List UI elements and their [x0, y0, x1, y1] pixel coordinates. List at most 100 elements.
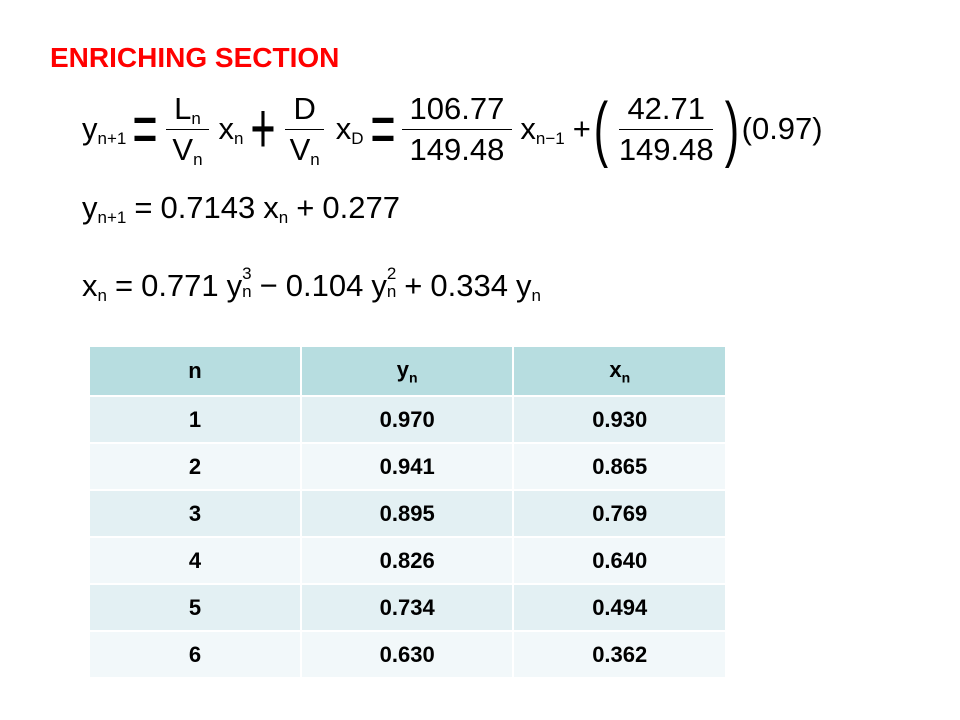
math-token: +: [250, 88, 275, 170]
table-cell: 0.865: [512, 442, 727, 491]
math-base: −: [259, 268, 278, 303]
subscript: n: [242, 282, 252, 301]
header-subscript: n: [621, 369, 631, 386]
subscript: n: [386, 282, 397, 301]
subscript: n: [310, 149, 320, 169]
table-row: 6 0.630 0.362: [88, 630, 727, 679]
table-body: 1 0.970 0.930 2 0.941 0.865 3 0.895 0.769 4 0.826 0…: [88, 395, 727, 679]
math-base: (: [593, 89, 609, 169]
table-cell: 0.895: [299, 489, 515, 538]
math-token: y n+1: [82, 190, 127, 227]
table-row: 3 0.895 0.769: [88, 489, 727, 538]
math-base: x: [263, 190, 279, 225]
math-base: 149.48: [618, 131, 714, 167]
fraction: 106.77 149.48: [401, 90, 513, 168]
math-base: 0.771: [141, 268, 219, 303]
math-base: x: [520, 111, 536, 146]
equation: x n = 0.771 y 3 n −0.104 y 2 n +0.334 y n: [78, 265, 545, 306]
math-token: −: [260, 268, 278, 304]
table-cell: 0.494: [512, 583, 727, 632]
table-cell: 5: [88, 583, 302, 632]
math-token: 0.334: [430, 268, 508, 304]
math-token: 0.277: [322, 190, 400, 226]
denominator: 149.48: [402, 130, 513, 168]
math-base: L: [174, 90, 192, 126]
header-row: n yn xn: [88, 345, 727, 397]
math-base: x: [218, 111, 235, 146]
results-table: n yn xn 1 0.970 0.930 2 0.941 0.865 3 0.895 0.769 4…: [88, 345, 727, 679]
math-base: D: [293, 90, 316, 126]
table-cell: 0.362: [512, 630, 727, 679]
header-cell: xn: [512, 345, 727, 397]
math-token: 149.48: [619, 132, 714, 168]
math-base: 0.7143: [160, 190, 256, 225]
math-token: =: [133, 88, 158, 170]
table-cell: 2: [88, 442, 302, 491]
math-base: 0.104: [285, 268, 364, 303]
math-base: 0.334: [430, 268, 508, 303]
header-cell: n: [88, 345, 302, 397]
numerator: 42.71: [619, 91, 714, 130]
table-row: 1 0.970 0.930: [88, 395, 727, 444]
table-row: 5 0.734 0.494: [88, 583, 727, 632]
math-token: +: [573, 111, 591, 147]
math-token: +: [296, 190, 314, 226]
table-row: 2 0.941 0.865: [88, 442, 727, 491]
superscript: 3: [242, 264, 252, 283]
subscript: n+1: [97, 208, 127, 227]
math-token: y n+1: [82, 111, 127, 148]
table-cell: 0.630: [299, 630, 515, 679]
math-base: +: [572, 111, 591, 146]
header-text: n: [188, 358, 202, 383]
fraction: 42.71 149.48: [611, 91, 722, 168]
math-base: y: [371, 268, 387, 303]
table-cell: 0.930: [512, 395, 727, 444]
math-base: 42.71: [627, 90, 706, 126]
math-base: +: [296, 190, 315, 225]
header-cell: yn: [299, 345, 515, 397]
numerator: D: [285, 91, 324, 130]
math-base: x: [82, 268, 98, 303]
math-base: =: [369, 89, 396, 169]
math-token: 0.104: [286, 268, 364, 304]
math-token: D: [293, 91, 315, 127]
math-base: y: [515, 268, 532, 303]
numerator: 106.77: [401, 90, 513, 130]
math-token: =: [370, 88, 395, 170]
math-base: x: [335, 111, 352, 146]
header-subscript: n: [409, 369, 418, 386]
math-token: (0.97): [742, 111, 823, 147]
math-token: 42.71: [627, 91, 705, 127]
equation: y n+1 = 0.7143 x n +0.277: [78, 190, 404, 227]
math-token: 0.771: [141, 268, 219, 304]
table-cell: 1: [88, 395, 302, 444]
header-text: x: [609, 356, 622, 382]
math-base: (0.97): [741, 111, 823, 146]
table-cell: 3: [88, 489, 302, 538]
math-base: V: [172, 131, 194, 167]
math-token: 149.48: [410, 132, 505, 168]
math-base: 106.77: [409, 90, 505, 126]
math-base: V: [289, 131, 311, 167]
math-base: 149.48: [409, 131, 505, 167]
subscript: n−1: [535, 129, 565, 148]
table-cell: 0.640: [512, 536, 727, 585]
slide-title: ENRICHING SECTION: [50, 42, 340, 73]
math-token: 0.7143: [160, 190, 255, 226]
subscript: n+1: [97, 129, 127, 148]
denominator: 149.48: [611, 130, 722, 168]
